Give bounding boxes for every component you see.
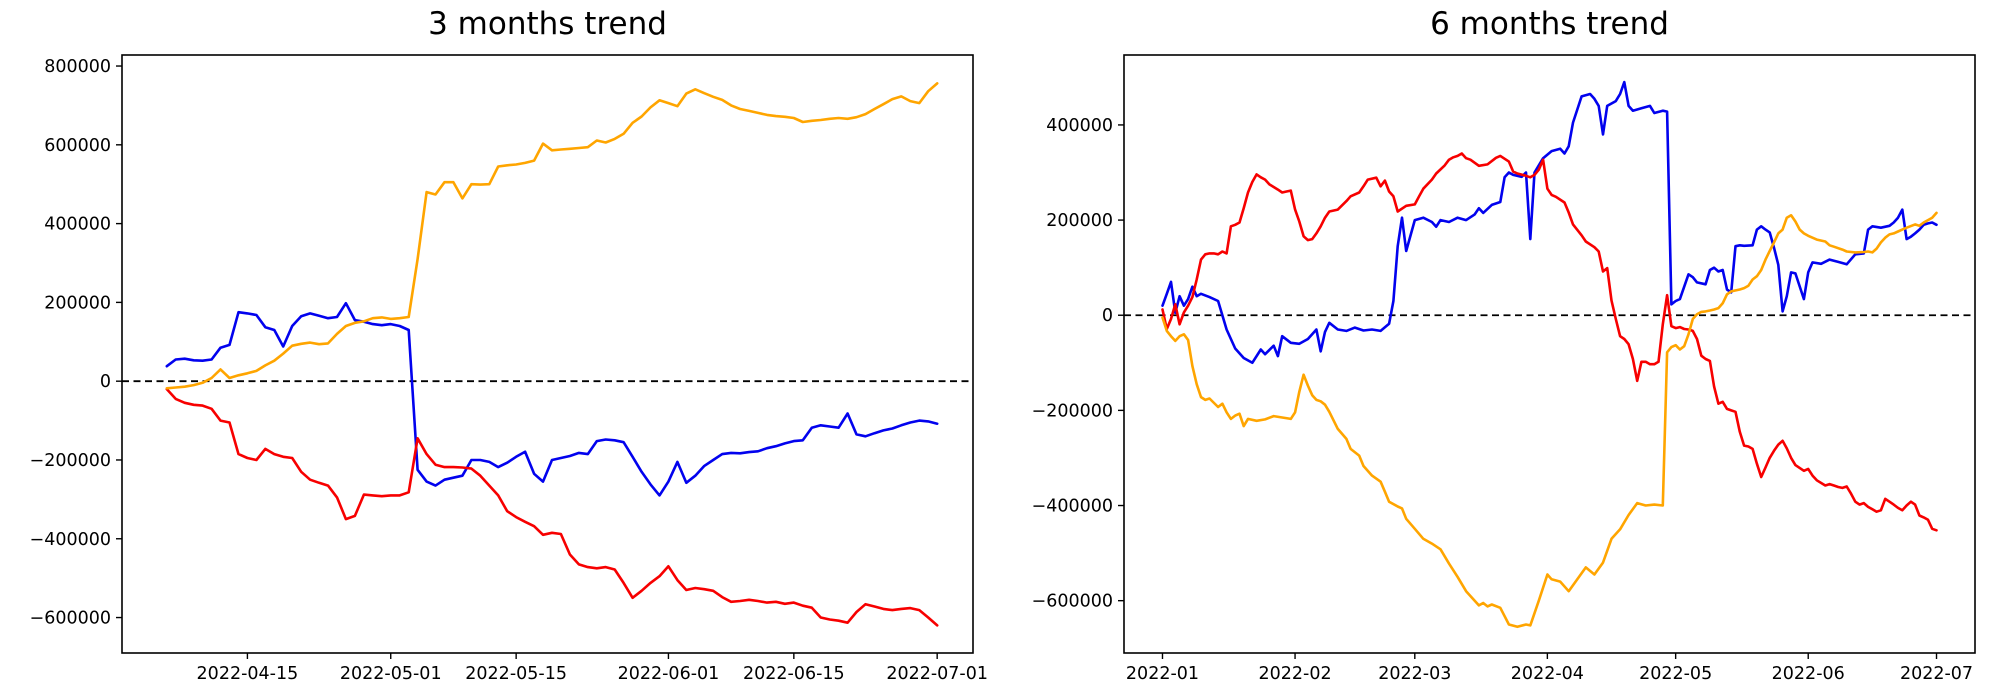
series-line-red: [165, 387, 939, 627]
y-tick-label: −400000: [30, 530, 111, 550]
x-tick-label: 2022-06: [1772, 664, 1845, 684]
y-tick-label: 200000: [1046, 211, 1113, 231]
y-tick-label: −200000: [1032, 401, 1113, 421]
chart-title-6-months-trend: 6 months trend: [1430, 6, 1669, 42]
series-line-red: [1161, 152, 1938, 532]
chart-1: 400000 200000 0 −200000 −400000 −600000 2022-0…: [1032, 54, 1976, 684]
x-tick-label: 2022-01: [1126, 664, 1199, 684]
x-tick-label: 2022-06-01: [618, 664, 720, 684]
x-tick-label: 2022-04-15: [197, 664, 299, 684]
chart-title-3-months-trend: 3 months trend: [428, 6, 667, 42]
x-tick-label: 2022-05-01: [340, 664, 442, 684]
x-tick-label: 2022-05-15: [465, 664, 567, 684]
chart-0: 800000 600000 400000 200000 0 −200000 −400000 −…: [30, 54, 988, 684]
x-tick-label: 2022-03: [1378, 664, 1451, 684]
plot-border: [1123, 54, 1976, 654]
x-tick-label: 2022-04: [1511, 664, 1584, 684]
x-tick-label: 2022-07: [1900, 664, 1973, 684]
y-tick-label: −200000: [30, 451, 111, 471]
y-tick-label: 400000: [1046, 116, 1113, 136]
x-tick-label: 2022-06-15: [743, 664, 845, 684]
y-tick-label: 0: [1102, 306, 1113, 326]
series-line-orange: [165, 82, 939, 390]
y-tick-label: 800000: [44, 57, 111, 77]
x-tick-label: 2022-02: [1258, 664, 1331, 684]
series-line-blue: [1161, 80, 1938, 365]
y-tick-label: 600000: [44, 136, 111, 156]
y-tick-label: 400000: [44, 215, 111, 235]
plot-border: [121, 54, 974, 654]
y-tick-label: 200000: [44, 293, 111, 313]
x-tick-label: 2022-05: [1639, 664, 1712, 684]
y-tick-label: −400000: [1032, 497, 1113, 517]
y-tick-label: −600000: [1032, 592, 1113, 612]
y-tick-label: −600000: [30, 609, 111, 629]
y-tick-label: 0: [100, 372, 111, 392]
series-line-blue: [165, 301, 939, 497]
series-line-orange: [1161, 211, 1938, 629]
x-tick-label: 2022-07-01: [886, 664, 988, 684]
